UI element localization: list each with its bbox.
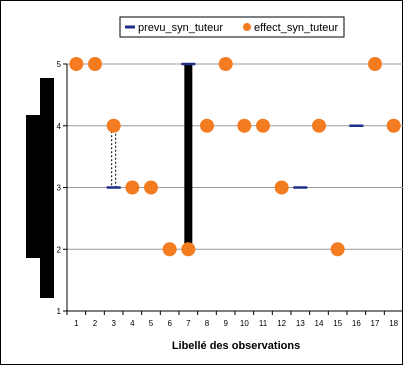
point-effect-4: [125, 180, 140, 195]
x-tick-label-12: 12: [277, 319, 286, 328]
y-tick-label-1: 1: [57, 307, 62, 316]
point-effect-6: [162, 242, 177, 257]
point-effect-17: [368, 57, 382, 71]
point-effect-11: [256, 118, 270, 133]
point-effect-1: [69, 57, 84, 71]
y-tick-label-2: 2: [57, 245, 62, 254]
x-axis-label: Libellé des observations: [172, 340, 300, 352]
point-effect-7: [181, 242, 196, 257]
x-tick-label-9: 9: [223, 319, 228, 328]
x-tick-label-14: 14: [315, 319, 324, 328]
left-black-block: [26, 115, 48, 258]
x-tick-label-3: 3: [111, 319, 116, 328]
connector-dotted-3: [111, 125, 117, 188]
x-tick-label-2: 2: [93, 319, 98, 328]
x-tick-label-7: 7: [186, 319, 191, 328]
x-tick-label-5: 5: [149, 319, 154, 328]
x-tick-label-15: 15: [333, 319, 342, 328]
y-tick-label-3: 3: [57, 184, 62, 193]
point-effect-2: [88, 57, 102, 71]
point-effect-15: [330, 242, 345, 257]
legend: prevu_syn_tuteur effect_syn_tuteur: [119, 16, 345, 38]
point-effect-14: [312, 118, 326, 133]
point-effect-18: [386, 118, 401, 133]
x-tick-label-8: 8: [205, 319, 210, 328]
point-effect-8: [200, 118, 214, 133]
point-effect-3: [106, 118, 121, 133]
point-effect-10: [237, 118, 252, 133]
legend-circle-marker: [243, 23, 251, 31]
x-tick-label-13: 13: [296, 319, 305, 328]
y-tick-label-5: 5: [57, 60, 62, 69]
x-tick-label-6: 6: [167, 319, 172, 328]
legend-box: [119, 16, 345, 38]
legend-label-effect: effect_syn_tuteur: [254, 22, 339, 34]
x-tick-label-1: 1: [74, 319, 79, 328]
point-effect-9: [218, 57, 233, 71]
x-tick-label-4: 4: [130, 319, 135, 328]
x-tick-label-16: 16: [352, 319, 361, 328]
x-tick-label-17: 17: [371, 319, 380, 328]
x-tick-label-18: 18: [389, 319, 398, 328]
x-tick-label-11: 11: [259, 319, 268, 328]
legend-label-prevu: prevu_syn_tuteur: [138, 22, 223, 34]
y-tick-label-4: 4: [57, 122, 62, 131]
point-effect-12: [274, 180, 289, 195]
point-effect-5: [144, 180, 158, 195]
x-tick-label-10: 10: [240, 319, 249, 328]
